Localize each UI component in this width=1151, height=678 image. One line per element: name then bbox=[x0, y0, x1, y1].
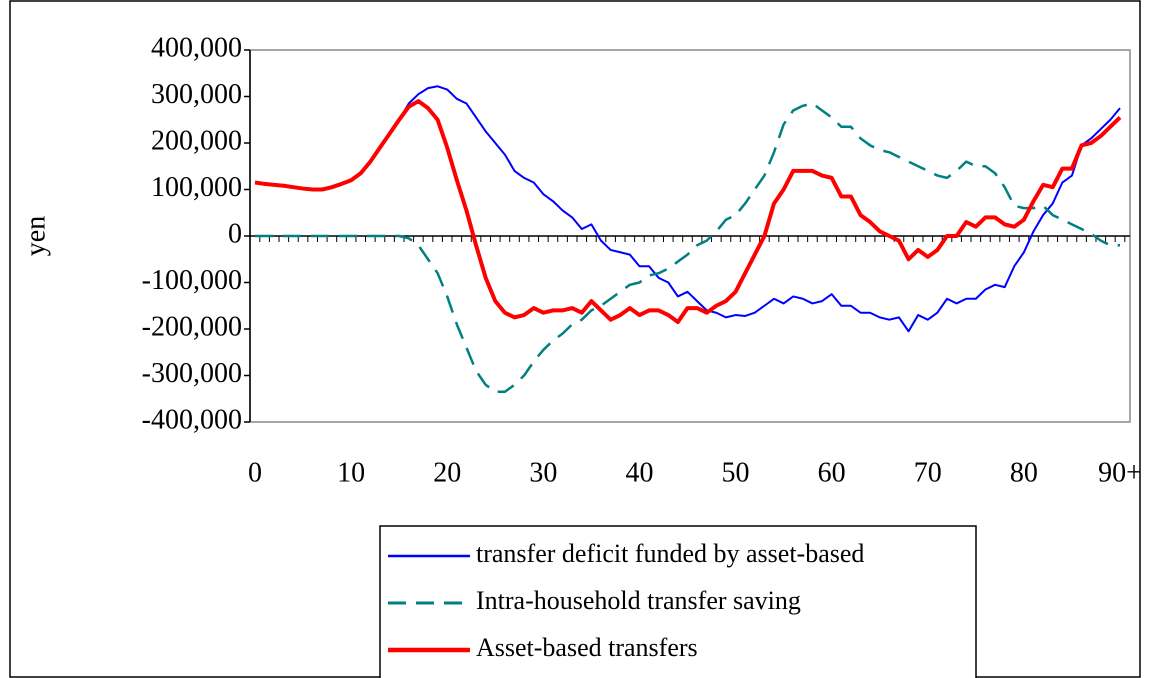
y-tick-label: -100,000 bbox=[142, 265, 242, 296]
y-tick-label: -400,000 bbox=[142, 404, 242, 435]
x-tick-label: 60 bbox=[818, 457, 846, 488]
x-tick-label: 90+ bbox=[1098, 457, 1142, 488]
legend-box bbox=[379, 525, 977, 678]
x-tick-label: 80 bbox=[1010, 457, 1038, 488]
x-tick-label: 40 bbox=[625, 457, 653, 488]
y-tick-label: -300,000 bbox=[142, 358, 242, 389]
x-tick-label: 30 bbox=[529, 457, 557, 488]
series-line bbox=[254, 99, 1122, 325]
x-tick-label: 50 bbox=[722, 457, 750, 488]
y-tick-label: 400,000 bbox=[151, 32, 242, 63]
y-axis-label: yen bbox=[20, 216, 51, 256]
y-tick-label: 100,000 bbox=[151, 172, 242, 203]
x-tick-label: 20 bbox=[433, 457, 461, 488]
x-tick-label: 0 bbox=[248, 457, 262, 488]
y-tick-label: 200,000 bbox=[151, 125, 242, 156]
y-tick-label: 300,000 bbox=[151, 79, 242, 110]
y-tick-label: -200,000 bbox=[142, 311, 242, 342]
series-line bbox=[255, 102, 1120, 394]
legend-label: Asset-based transfers bbox=[476, 633, 698, 662]
legend-label: transfer deficit funded by asset-based bbox=[476, 539, 864, 568]
x-tick-label: 10 bbox=[337, 457, 365, 488]
x-tick-label: 70 bbox=[914, 457, 942, 488]
y-tick-label: 0 bbox=[228, 218, 242, 249]
legend-label: Intra-household transfer saving bbox=[476, 586, 801, 615]
